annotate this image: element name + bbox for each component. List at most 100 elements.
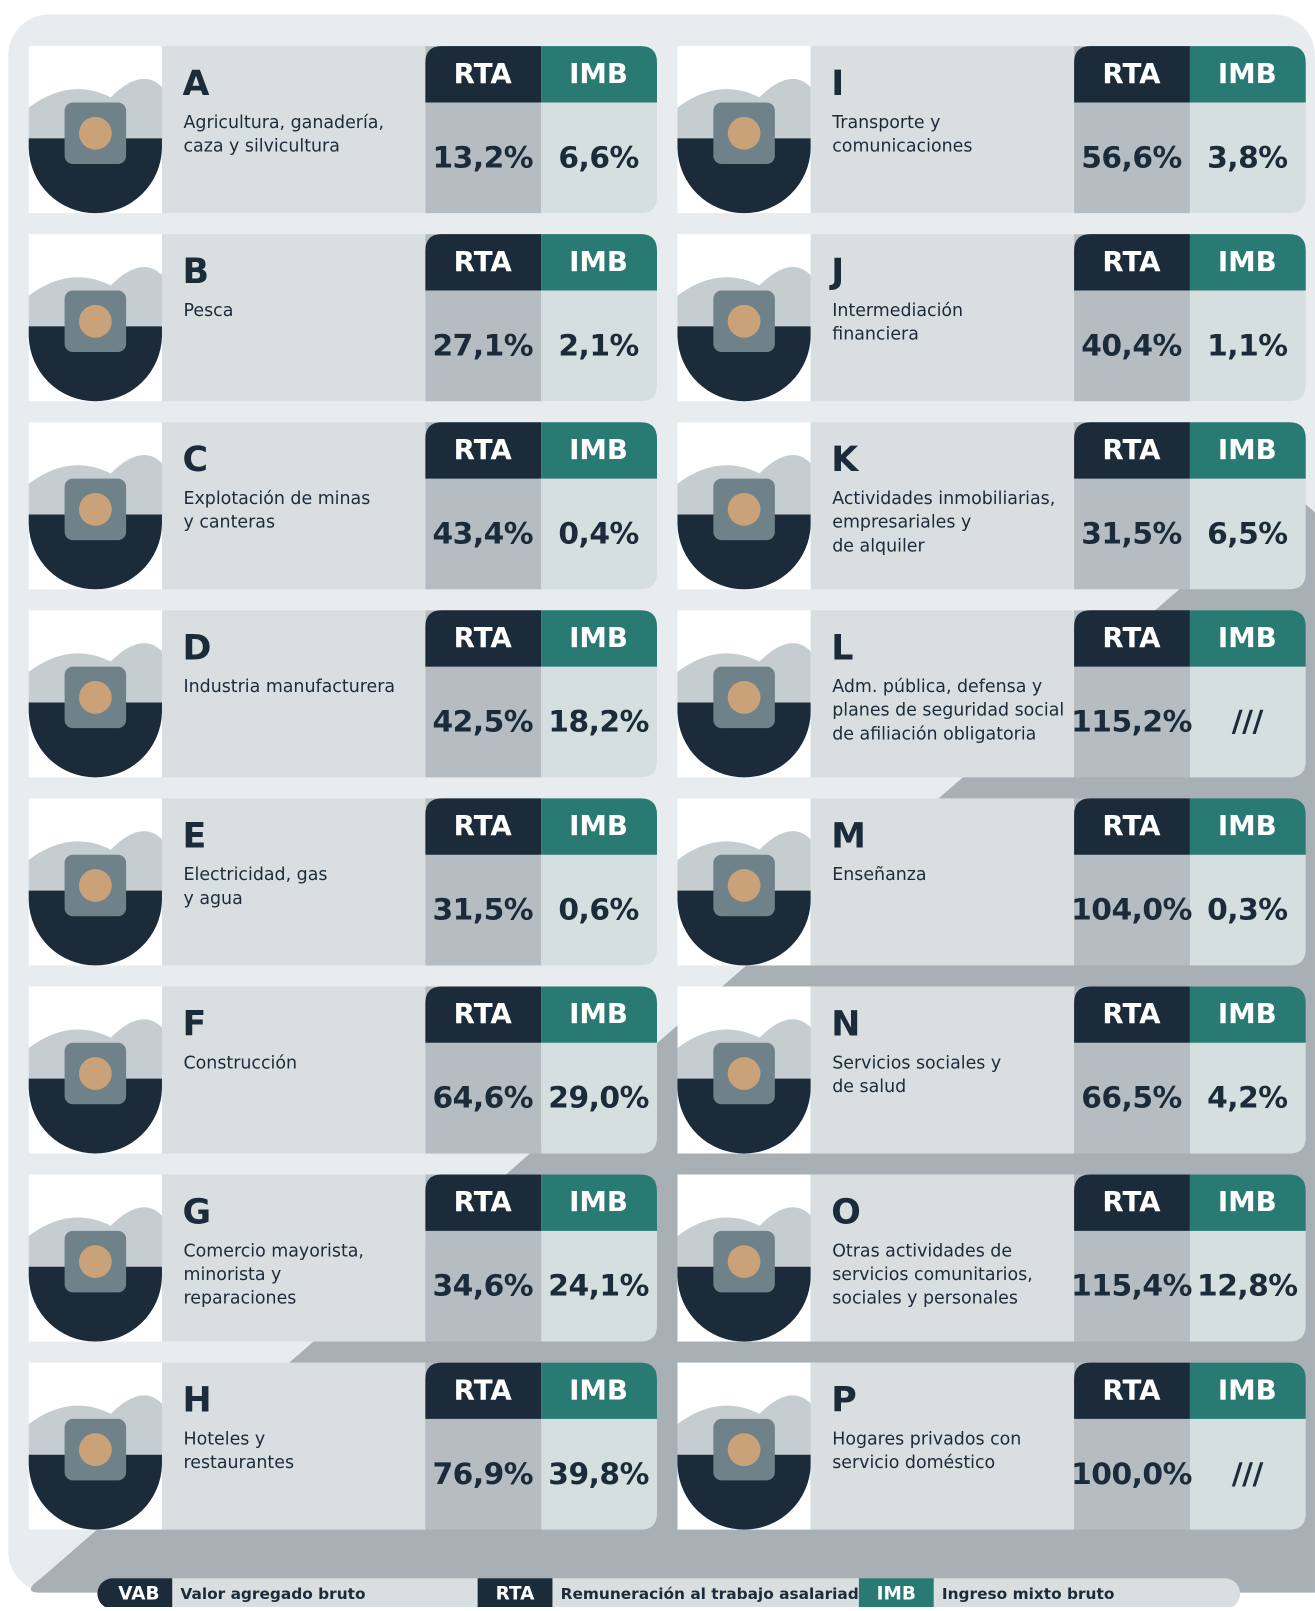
sector-letter: H <box>182 1381 211 1421</box>
rta-header-label: RTA <box>454 245 513 278</box>
sector-name: Intermediación <box>832 301 963 321</box>
sector-card: RTAIMBFConstrucción64,6%29,0% <box>29 986 657 1153</box>
sector-letter: F <box>182 1004 206 1044</box>
rta-header-label: RTA <box>454 997 513 1030</box>
sector-letter: L <box>831 628 853 668</box>
sector-name: Enseñanza <box>832 865 926 885</box>
imb-value: 6,5% <box>1207 516 1287 551</box>
sector-card: RTAIMBLAdm. pública, defensa yplanes de … <box>677 610 1305 777</box>
icon-detail <box>728 869 761 902</box>
icon-detail <box>728 493 761 526</box>
sector-card: RTAIMBITransporte ycomunicaciones56,6%3,… <box>677 46 1305 213</box>
sector-name: y canteras <box>183 513 275 533</box>
sector-letter: A <box>182 64 209 104</box>
imb-value: 1,1% <box>1207 328 1287 363</box>
legend-key: RTA <box>496 1584 536 1605</box>
sector-name: Pesca <box>183 301 233 321</box>
rta-header-label: RTA <box>454 621 513 654</box>
rta-header-label: RTA <box>1102 809 1161 842</box>
imb-header-label: IMB <box>1218 997 1277 1030</box>
rta-value: 56,6% <box>1081 140 1182 175</box>
sector-name: Hogares privados con <box>832 1429 1021 1449</box>
imb-header-label: IMB <box>569 245 628 278</box>
rta-header-label: RTA <box>1102 997 1161 1030</box>
rta-value: 100,0% <box>1071 1457 1192 1492</box>
rta-header-label: RTA <box>454 1373 513 1406</box>
sector-letter: G <box>182 1192 211 1232</box>
sector-name: Servicios sociales y <box>832 1053 1001 1073</box>
rta-header-label: RTA <box>1102 433 1161 466</box>
imb-header-label: IMB <box>1218 621 1277 654</box>
rta-value: 115,2% <box>1071 705 1192 740</box>
rta-value: 31,5% <box>1081 516 1182 551</box>
imb-value: 18,2% <box>548 705 649 740</box>
rta-value: 66,5% <box>1081 1081 1182 1116</box>
imb-value: 24,1% <box>548 1269 649 1304</box>
imb-value: 6,6% <box>558 140 638 175</box>
rta-header-label: RTA <box>454 57 513 90</box>
imb-header-label: IMB <box>569 809 628 842</box>
sector-name: Otras actividades de <box>832 1241 1012 1261</box>
icon-detail <box>79 493 112 526</box>
rta-value: 34,6% <box>432 1269 533 1304</box>
legend-text: Ingreso mixto bruto <box>942 1585 1114 1603</box>
imb-value: 12,8% <box>1197 1269 1298 1304</box>
imb-value: 4,2% <box>1207 1081 1287 1116</box>
sector-name: reparaciones <box>183 1289 296 1309</box>
sector-letter: K <box>831 440 860 480</box>
sector-name: de alquiler <box>832 536 925 556</box>
rta-value: 13,2% <box>432 140 533 175</box>
sector-name: Electricidad, gas <box>183 865 327 885</box>
imb-value: 29,0% <box>548 1081 649 1116</box>
imb-header-label: IMB <box>569 433 628 466</box>
rta-header-label: RTA <box>454 433 513 466</box>
sector-name: y agua <box>183 889 242 909</box>
sector-card: RTAIMBJIntermediaciónfinanciera40,4%1,1% <box>677 234 1305 401</box>
rta-header-label: RTA <box>1102 57 1161 90</box>
sector-name: Industria manufacturera <box>183 677 395 697</box>
icon-detail <box>728 1433 761 1466</box>
imb-value: 2,1% <box>558 328 638 363</box>
legend-text: Remuneración al trabajo asalariado <box>561 1585 870 1603</box>
sector-name: de salud <box>832 1077 906 1097</box>
rta-value: 115,4% <box>1071 1269 1192 1304</box>
icon-detail <box>728 305 761 338</box>
icon-detail <box>728 1057 761 1090</box>
sector-name: de afiliación obligatoria <box>832 724 1036 744</box>
icon-detail <box>728 681 761 714</box>
sector-name: servicio doméstico <box>832 1453 995 1473</box>
rta-value: 40,4% <box>1081 328 1182 363</box>
imb-header-label: IMB <box>1218 433 1277 466</box>
sector-name: Explotación de minas <box>183 489 370 509</box>
imb-header-label: IMB <box>569 997 628 1030</box>
rta-value: 31,5% <box>432 893 533 928</box>
sector-card: RTAIMBCExplotación de minasy canteras43,… <box>29 422 657 589</box>
sector-name: comunicaciones <box>832 137 972 157</box>
sector-name: minorista y <box>183 1265 281 1285</box>
sector-name: restaurantes <box>183 1453 294 1473</box>
imb-value: 0,3% <box>1207 893 1287 928</box>
icon-detail <box>79 1433 112 1466</box>
page: {"headers": {"rta": "RTA", "imb": "IMB"}… <box>0 0 1315 1607</box>
rta-header-label: RTA <box>454 809 513 842</box>
sector-card: RTAIMBKActividades inmobiliarias,empresa… <box>677 422 1305 589</box>
sector-card: RTAIMBNServicios sociales yde salud66,5%… <box>677 986 1305 1153</box>
sector-name: Agricultura, ganadería, <box>183 113 384 133</box>
sector-card: RTAIMBDIndustria manufacturera42,5%18,2% <box>29 610 657 777</box>
rta-value: 104,0% <box>1071 893 1192 928</box>
rta-value: 42,5% <box>432 705 533 740</box>
rta-header-label: RTA <box>1102 1373 1161 1406</box>
legend-key: IMB <box>877 1584 916 1605</box>
sector-name: Adm. pública, defensa y <box>832 677 1042 697</box>
icon-detail <box>79 1057 112 1090</box>
icon-detail <box>728 117 761 150</box>
sector-name: caza y silvicultura <box>183 137 339 157</box>
imb-header-label: IMB <box>1218 57 1277 90</box>
sector-letter: J <box>829 252 844 292</box>
sector-name: Comercio mayorista, <box>183 1241 363 1261</box>
rta-value: 64,6% <box>432 1081 533 1116</box>
sector-card: RTAIMBAAgricultura, ganadería,caza y sil… <box>29 46 657 213</box>
imb-header-label: IMB <box>1218 809 1277 842</box>
